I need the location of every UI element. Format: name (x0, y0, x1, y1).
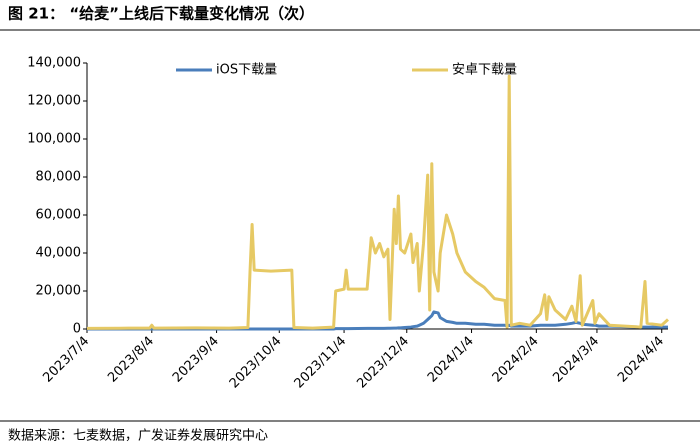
x-tick-label: 2024/2/4 (490, 334, 542, 386)
y-tick-label: 40,000 (36, 246, 82, 261)
source: 数据来源：七麦数据，广发证券发展研究中心 (8, 428, 268, 444)
x-tick-label: 2023/9/4 (170, 334, 222, 386)
y-tick-label: 0 (73, 322, 81, 337)
y-tick-label: 100,000 (27, 132, 81, 147)
legend-label: 安卓下载量 (452, 63, 517, 78)
y-tick-label: 80,000 (36, 170, 82, 185)
x-tick-label: 2023/10/4 (227, 334, 285, 392)
series-line (87, 310, 668, 331)
y-tick-label: 140,000 (27, 56, 81, 71)
x-tick-label: 2023/11/4 (292, 334, 350, 392)
x-tick-label: 2024/4/4 (615, 334, 667, 386)
y-tick-label: 60,000 (36, 208, 82, 223)
x-tick-label: 2023/7/4 (40, 334, 92, 386)
x-tick-label: 2023/12/4 (354, 334, 412, 392)
y-tick-label: 120,000 (27, 94, 81, 109)
x-tick-label: 2024/3/4 (550, 334, 602, 386)
chart-title: 图 21： “给麦”上线后下载量变化情况（次） (8, 5, 314, 23)
x-tick-label: 2024/1/4 (425, 334, 477, 386)
y-tick-label: 20,000 (36, 284, 82, 299)
legend-label: iOS下载量 (216, 63, 277, 78)
x-tick-label: 2023/8/4 (105, 334, 157, 386)
series-line (86, 74, 670, 330)
